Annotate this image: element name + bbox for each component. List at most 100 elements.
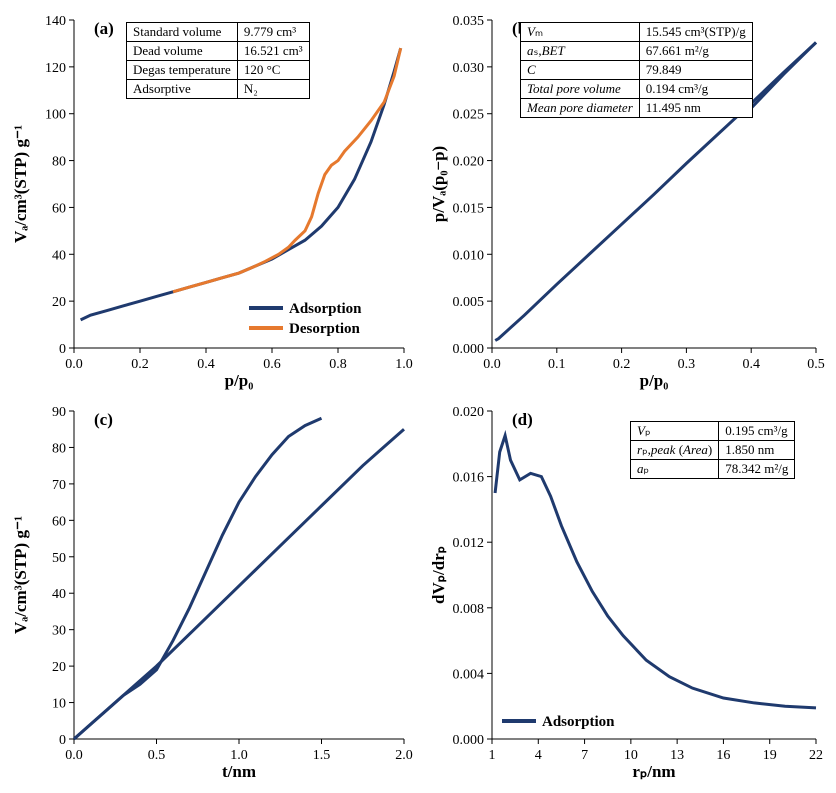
svg-text:0: 0: [59, 733, 66, 748]
svg-text:0.008: 0.008: [453, 601, 485, 616]
svg-text:0.0: 0.0: [483, 357, 501, 372]
svg-text:0.004: 0.004: [453, 667, 485, 682]
svg-text:10: 10: [52, 696, 66, 711]
table-cell-value: 1.850 nm: [719, 440, 795, 459]
svg-text:0.012: 0.012: [453, 536, 485, 551]
table-cell-value: 67.661 m²/g: [639, 42, 752, 61]
table-cell-value: 9.779 cm³: [237, 23, 309, 42]
svg-text:20: 20: [52, 660, 66, 675]
svg-text:2.0: 2.0: [395, 748, 413, 763]
table-cell-key: Dead volume: [127, 42, 238, 61]
svg-text:Vₐ/cm³(STP) g⁻¹: Vₐ/cm³(STP) g⁻¹: [11, 515, 30, 633]
svg-text:20: 20: [52, 295, 66, 310]
table-cell-key: Adsorptive: [127, 80, 238, 99]
panel-a-table: Standard volume9.779 cm³Dead volume16.52…: [126, 22, 310, 99]
svg-text:140: 140: [45, 14, 66, 29]
panel-b-table: Vₘ15.545 cm³(STP)/gaₛ,BET67.661 m²/gC79.…: [520, 22, 753, 118]
svg-text:0.4: 0.4: [742, 357, 760, 372]
panel-d: 1 4 7 10 13 16 19 22 0.000 0.004 0.008 0.012 0.016 0.…: [420, 399, 828, 786]
svg-text:7: 7: [581, 748, 588, 763]
table-row: aₛ,BET67.661 m²/g: [521, 42, 753, 61]
svg-text:60: 60: [52, 201, 66, 216]
svg-text:1: 1: [489, 748, 496, 763]
svg-text:dVₚ/drₚ: dVₚ/drₚ: [429, 545, 448, 603]
svg-text:13: 13: [670, 748, 684, 763]
svg-text:Vₐ/cm³(STP) g⁻¹: Vₐ/cm³(STP) g⁻¹: [11, 125, 30, 243]
svg-text:0.2: 0.2: [613, 357, 631, 372]
svg-text:0.4: 0.4: [197, 357, 215, 372]
panel-d-table: Vₚ0.195 cm³/grₚ,peak (Area)1.850 nmaₚ78.…: [630, 421, 795, 479]
svg-text:0.015: 0.015: [453, 201, 485, 216]
table-cell-key: Standard volume: [127, 23, 238, 42]
panel-c-svg: 0.00.51.01.52.00102030405060708090t/nmVₐ…: [8, 399, 416, 785]
table-cell-key: Mean pore diameter: [521, 99, 640, 118]
svg-text:Desorption: Desorption: [289, 321, 360, 337]
svg-text:16: 16: [716, 748, 730, 763]
table-row: Vₘ15.545 cm³(STP)/g: [521, 23, 753, 42]
svg-text:rₚ/nm: rₚ/nm: [632, 762, 675, 781]
svg-text:1.0: 1.0: [230, 748, 248, 763]
svg-text:19: 19: [763, 748, 777, 763]
table-row: rₚ,peak (Area)1.850 nm: [631, 440, 795, 459]
svg-text:0.0: 0.0: [65, 357, 83, 372]
svg-text:0: 0: [59, 342, 66, 357]
table-cell-value: 78.342 m²/g: [719, 459, 795, 478]
svg-text:30: 30: [52, 623, 66, 638]
table-row: AdsorptiveN₂: [127, 80, 310, 99]
table-row: Vₚ0.195 cm³/g: [631, 421, 795, 440]
svg-text:0.020: 0.020: [453, 405, 485, 420]
svg-text:4: 4: [535, 748, 542, 763]
table-cell-value: 120 °C: [237, 61, 309, 80]
table-row: Total pore volume0.194 cm³/g: [521, 80, 753, 99]
svg-text:0.010: 0.010: [453, 248, 485, 263]
svg-text:0.000: 0.000: [453, 342, 485, 357]
svg-text:0.0: 0.0: [65, 748, 83, 763]
table-cell-value: 15.545 cm³(STP)/g: [639, 23, 752, 42]
svg-text:Adsorption: Adsorption: [289, 301, 362, 317]
svg-text:(a): (a): [94, 19, 114, 38]
svg-text:0.000: 0.000: [453, 733, 485, 748]
table-cell-key: aₛ,BET: [521, 42, 640, 61]
panel-a: 0.00.20.40.60.81.0020406080100120140p/p₀…: [8, 8, 416, 395]
svg-text:22: 22: [809, 748, 823, 763]
svg-text:40: 40: [52, 587, 66, 602]
panel-c: 0.00.51.01.52.00102030405060708090t/nmVₐ…: [8, 399, 416, 786]
svg-text:40: 40: [52, 248, 66, 263]
table-cell-key: rₚ,peak (Area): [631, 440, 719, 459]
svg-text:100: 100: [45, 108, 66, 123]
svg-text:1.5: 1.5: [313, 748, 331, 763]
svg-text:90: 90: [52, 405, 66, 420]
figure-grid: 0.00.20.40.60.81.0020406080100120140p/p₀…: [8, 8, 828, 785]
svg-text:0.016: 0.016: [453, 470, 485, 485]
panel-b: 0.00.10.20.30.40.50.0000.0050.0100.0150.…: [420, 8, 828, 395]
table-cell-value: 0.195 cm³/g: [719, 421, 795, 440]
svg-text:p/p₀: p/p₀: [225, 371, 254, 390]
table-row: Dead volume16.521 cm³: [127, 42, 310, 61]
svg-text:Adsorption: Adsorption: [542, 714, 615, 730]
table-row: Degas temperature120 °C: [127, 61, 310, 80]
table-row: Mean pore diameter11.495 nm: [521, 99, 753, 118]
svg-text:p/Vₐ(p₀−p): p/Vₐ(p₀−p): [429, 146, 448, 222]
table-cell-key: Vₘ: [521, 23, 640, 42]
svg-text:(c): (c): [94, 410, 113, 429]
svg-text:70: 70: [52, 477, 66, 492]
svg-text:10: 10: [624, 748, 638, 763]
table-row: C79.849: [521, 61, 753, 80]
svg-text:0.3: 0.3: [678, 357, 696, 372]
svg-text:(d): (d): [512, 410, 533, 429]
table-row: Standard volume9.779 cm³: [127, 23, 310, 42]
svg-text:0.035: 0.035: [453, 14, 485, 29]
svg-text:0.6: 0.6: [263, 357, 281, 372]
svg-text:0.8: 0.8: [329, 357, 347, 372]
table-cell-value: N₂: [237, 80, 309, 99]
svg-text:0.020: 0.020: [453, 155, 485, 170]
table-cell-key: C: [521, 61, 640, 80]
svg-text:60: 60: [52, 514, 66, 529]
table-cell-key: Degas temperature: [127, 61, 238, 80]
table-cell-key: Vₚ: [631, 421, 719, 440]
svg-text:0.5: 0.5: [148, 748, 166, 763]
svg-text:0.1: 0.1: [548, 357, 566, 372]
table-cell-value: 0.194 cm³/g: [639, 80, 752, 99]
svg-text:1.0: 1.0: [395, 357, 413, 372]
svg-text:50: 50: [52, 550, 66, 565]
